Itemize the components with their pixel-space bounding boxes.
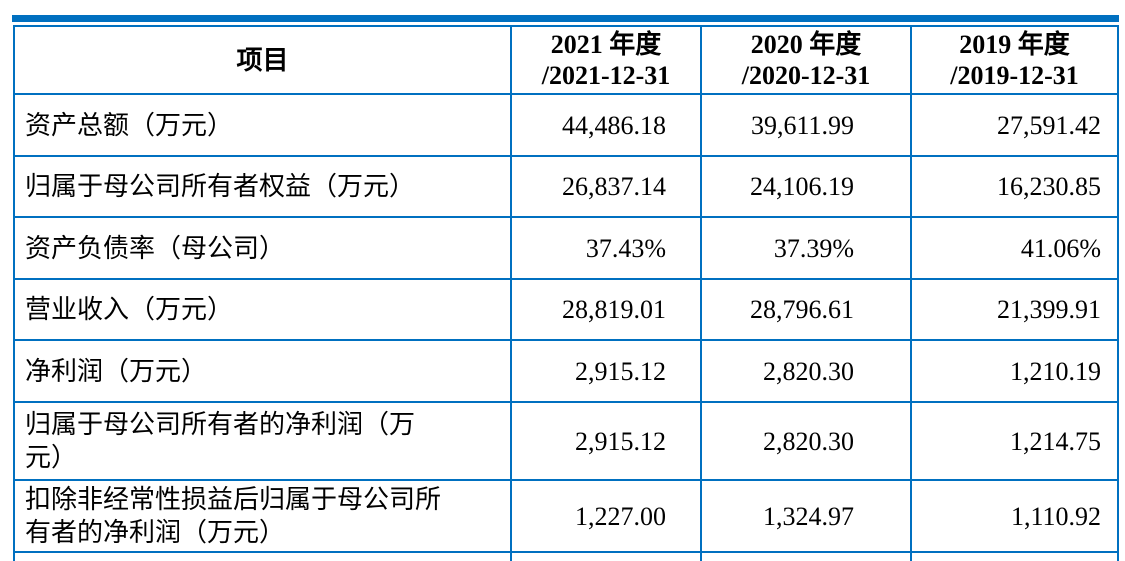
value-cell: 21,399.91 (910, 278, 1119, 341)
value-cell (910, 551, 1119, 561)
value-cell: 2,820.30 (700, 401, 912, 481)
financial-summary-table: 项目 2021 年度 /2021-12-31 2020 年度 /2020-12-… (13, 25, 1119, 561)
table-row-partial (13, 551, 1119, 561)
row-label (13, 551, 512, 561)
table-row-parent-net-profit: 归属于母公司所有者的净利润（万 元） 2,915.12 2,820.30 1,2… (13, 401, 1119, 481)
column-header-2020: 2020 年度 /2020-12-31 (700, 25, 912, 95)
value-cell: 1,324.97 (700, 479, 912, 553)
value-cell: 26,837.14 (510, 155, 702, 218)
value-cell: 1,110.92 (910, 479, 1119, 553)
table-row-net-profit: 净利润（万元） 2,915.12 2,820.30 1,210.19 (13, 339, 1119, 403)
column-header-item: 项目 (13, 25, 512, 95)
value-cell: 1,210.19 (910, 339, 1119, 403)
row-label: 资产总额（万元） (13, 93, 512, 157)
value-cell: 24,106.19 (700, 155, 912, 218)
column-header-year: 2020 年度 (750, 30, 862, 59)
value-cell (510, 551, 702, 561)
value-cell: 1,214.75 (910, 401, 1119, 481)
value-cell: 27,591.42 (910, 93, 1119, 157)
table-row-parent-equity: 归属于母公司所有者权益（万元） 26,837.14 24,106.19 16,2… (13, 155, 1119, 218)
value-cell (700, 551, 912, 561)
column-header-date: /2021-12-31 (541, 61, 671, 90)
value-cell: 2,915.12 (510, 401, 702, 481)
row-label: 归属于母公司所有者的净利润（万 元） (13, 401, 512, 481)
column-header-label: 项目 (236, 45, 289, 75)
table-row-deducted-net-profit: 扣除非经常性损益后归属于母公司所 有者的净利润（万元） 1,227.00 1,3… (13, 479, 1119, 553)
value-cell: 2,820.30 (700, 339, 912, 403)
value-cell: 37.39% (700, 216, 912, 280)
row-label: 营业收入（万元） (13, 278, 512, 341)
table-row-revenue: 营业收入（万元） 28,819.01 28,796.61 21,399.91 (13, 278, 1119, 341)
value-cell: 41.06% (910, 216, 1119, 280)
value-cell: 16,230.85 (910, 155, 1119, 218)
column-header-2019: 2019 年度 /2019-12-31 (910, 25, 1119, 95)
value-cell: 28,796.61 (700, 278, 912, 341)
value-cell: 44,486.18 (510, 93, 702, 157)
row-label: 资产负债率（母公司） (13, 216, 512, 280)
value-cell: 28,819.01 (510, 278, 702, 341)
row-label: 扣除非经常性损益后归属于母公司所 有者的净利润（万元） (13, 479, 512, 553)
table-row-total-assets: 资产总额（万元） 44,486.18 39,611.99 27,591.42 (13, 93, 1119, 157)
row-label: 归属于母公司所有者权益（万元） (13, 155, 512, 218)
row-label: 净利润（万元） (13, 339, 512, 403)
value-cell: 37.43% (510, 216, 702, 280)
column-header-year: 2019 年度 (959, 30, 1070, 59)
value-cell: 1,227.00 (510, 479, 702, 553)
header-row: 项目 2021 年度 /2021-12-31 2020 年度 /2020-12-… (13, 25, 1119, 95)
column-header-2021: 2021 年度 /2021-12-31 (510, 25, 702, 95)
value-cell: 2,915.12 (510, 339, 702, 403)
column-header-year: 2021 年度 (550, 30, 662, 59)
value-cell: 39,611.99 (700, 93, 912, 157)
column-header-date: /2020-12-31 (741, 61, 871, 90)
table-row-debt-ratio: 资产负债率（母公司） 37.43% 37.39% 41.06% (13, 216, 1119, 280)
column-header-date: /2019-12-31 (950, 61, 1079, 90)
top-divider-rule (12, 15, 1119, 22)
